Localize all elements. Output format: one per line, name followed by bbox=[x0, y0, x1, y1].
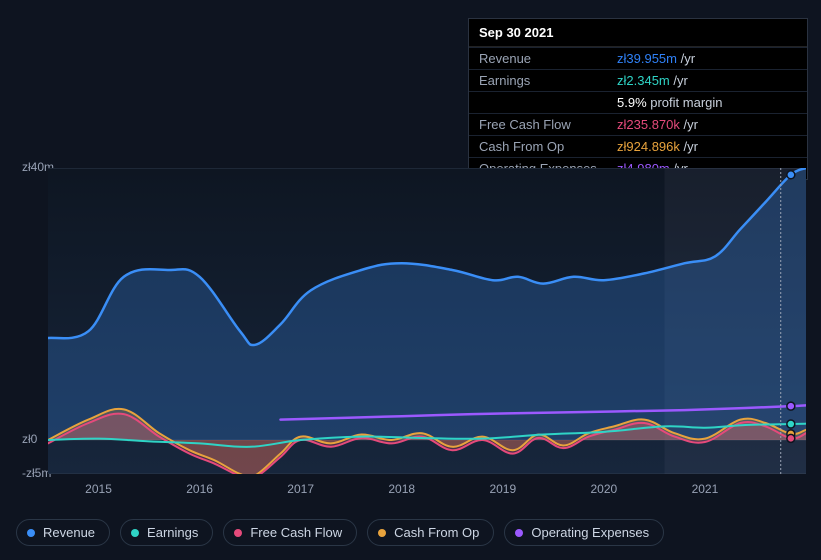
legend-item[interactable]: Free Cash Flow bbox=[223, 519, 357, 546]
financials-chart[interactable] bbox=[48, 168, 806, 474]
y-axis-label: zł0 bbox=[22, 432, 37, 446]
tooltip-row-value: zł924.896k /yr bbox=[607, 136, 807, 158]
legend-item[interactable]: Earnings bbox=[120, 519, 213, 546]
x-axis-label: 2021 bbox=[692, 482, 719, 496]
tooltip-row-label bbox=[469, 92, 607, 114]
x-axis-label: 2016 bbox=[186, 482, 213, 496]
series-marker bbox=[787, 434, 795, 442]
tooltip-row-value: zł2.345m /yr bbox=[607, 70, 807, 92]
x-axis-label: 2020 bbox=[591, 482, 618, 496]
tooltip-row-label: Cash From Op bbox=[469, 136, 607, 158]
tooltip-row-label: Free Cash Flow bbox=[469, 114, 607, 136]
legend-label: Cash From Op bbox=[394, 525, 479, 540]
tooltip-row: Revenuezł39.955m /yr bbox=[469, 48, 807, 70]
tooltip-row: Cash From Opzł924.896k /yr bbox=[469, 136, 807, 158]
tooltip-row: Free Cash Flowzł235.870k /yr bbox=[469, 114, 807, 136]
legend-item[interactable]: Revenue bbox=[16, 519, 110, 546]
tooltip-row: Earningszł2.345m /yr bbox=[469, 70, 807, 92]
legend-dot-icon bbox=[515, 529, 523, 537]
x-axis-label: 2018 bbox=[388, 482, 415, 496]
tooltip-row: 5.9% profit margin bbox=[469, 92, 807, 114]
tooltip-row-value: zł235.870k /yr bbox=[607, 114, 807, 136]
series-marker bbox=[787, 402, 795, 410]
tooltip-row-value: zł39.955m /yr bbox=[607, 48, 807, 70]
tooltip-row-value: 5.9% profit margin bbox=[607, 92, 807, 114]
y-axis-label: -zł5m bbox=[22, 466, 51, 480]
series-marker bbox=[787, 171, 795, 179]
legend-label: Operating Expenses bbox=[531, 525, 649, 540]
tooltip-date: Sep 30 2021 bbox=[469, 19, 807, 47]
x-axis-label: 2015 bbox=[85, 482, 112, 496]
tooltip-table: Revenuezł39.955m /yrEarningszł2.345m /yr… bbox=[469, 47, 807, 179]
tooltip-row-label: Revenue bbox=[469, 48, 607, 70]
chart-legend: Revenue Earnings Free Cash Flow Cash From O… bbox=[16, 519, 664, 546]
legend-label: Revenue bbox=[43, 525, 95, 540]
legend-dot-icon bbox=[27, 529, 35, 537]
legend-item[interactable]: Operating Expenses bbox=[504, 519, 664, 546]
legend-label: Earnings bbox=[147, 525, 198, 540]
legend-dot-icon bbox=[234, 529, 242, 537]
chart-tooltip: Sep 30 2021 Revenuezł39.955m /yrEarnings… bbox=[468, 18, 808, 180]
legend-label: Free Cash Flow bbox=[250, 525, 342, 540]
tooltip-row-label: Earnings bbox=[469, 70, 607, 92]
series-marker bbox=[787, 420, 795, 428]
legend-dot-icon bbox=[378, 529, 386, 537]
legend-dot-icon bbox=[131, 529, 139, 537]
x-axis-label: 2019 bbox=[489, 482, 516, 496]
legend-item[interactable]: Cash From Op bbox=[367, 519, 494, 546]
x-axis-label: 2017 bbox=[287, 482, 314, 496]
